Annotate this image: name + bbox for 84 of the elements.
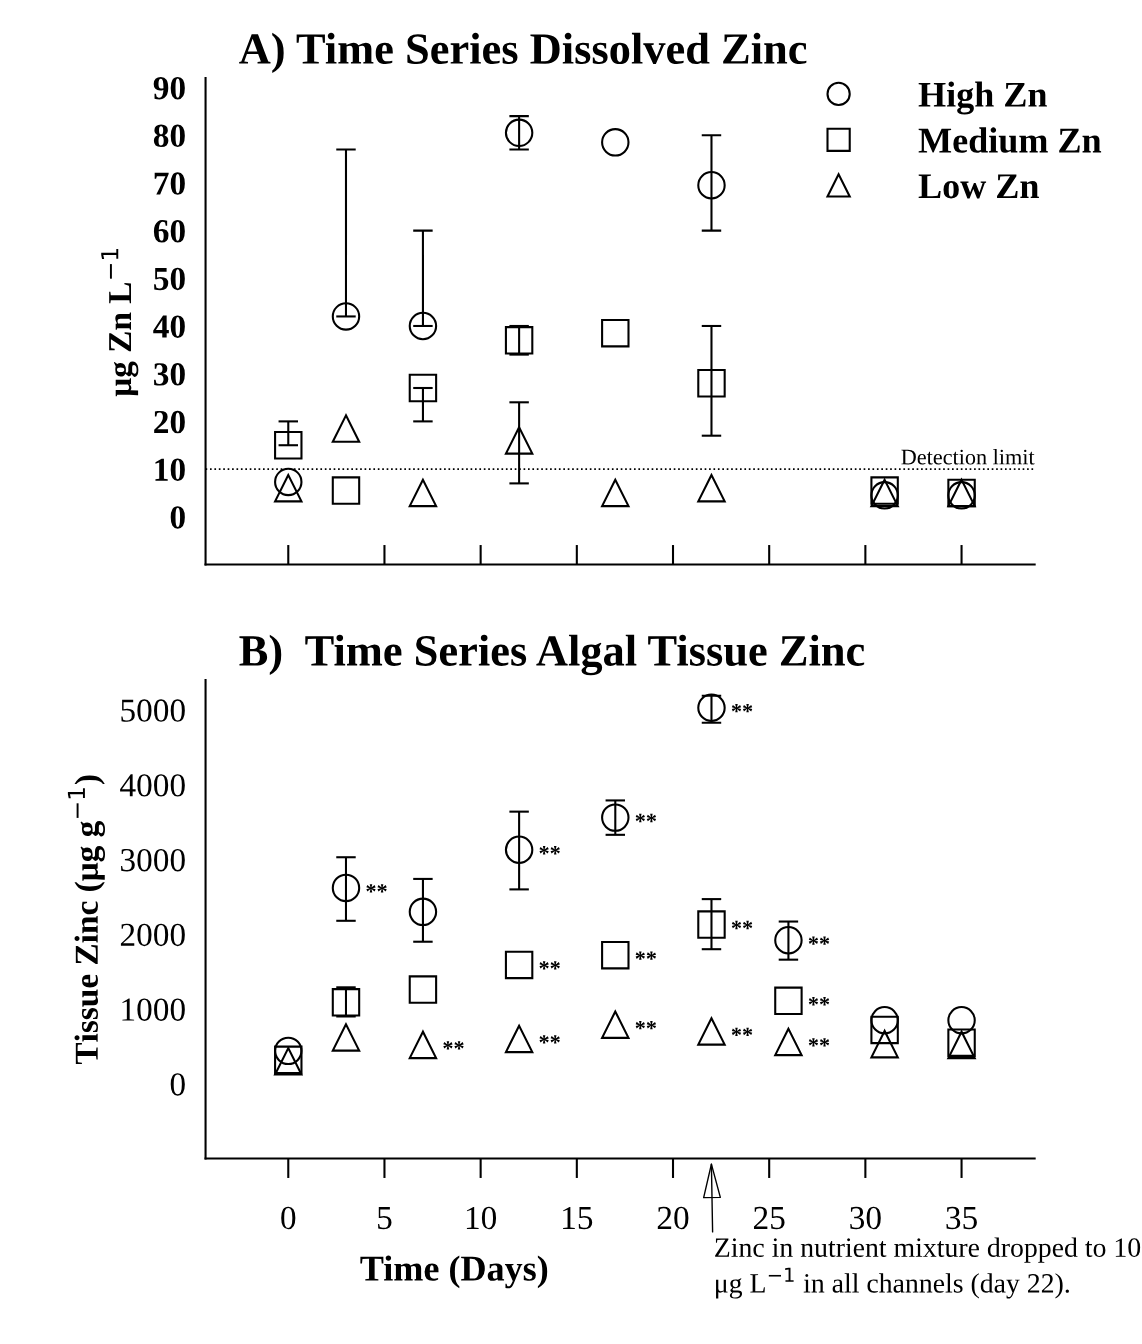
point: [331, 414, 361, 443]
annotation: **: [443, 1041, 464, 1050]
point: [697, 368, 726, 398]
point: [504, 835, 534, 864]
point: [870, 1005, 899, 1035]
y-axis-title: μg Zn L$^{−1}$: [101, 248, 139, 397]
annotation: **: [539, 1035, 560, 1044]
y-axis-title: Tissue Zinc (μg g$^{−1}$): [67, 775, 106, 1065]
annotation: **: [731, 1027, 753, 1037]
y-tick-label: 80: [153, 124, 185, 148]
point: [408, 897, 438, 927]
point: [601, 478, 630, 508]
point: [947, 1005, 976, 1035]
annotation: **: [635, 813, 657, 823]
point: [274, 431, 303, 460]
legend-label: High Zn: [918, 81, 1047, 115]
point: [774, 925, 803, 955]
point: [504, 950, 534, 980]
point: [408, 1030, 438, 1060]
y-tick-label: 30: [154, 363, 185, 386]
point: [697, 1017, 726, 1046]
y-tick-label: 90: [153, 76, 185, 100]
point: [331, 302, 361, 331]
point: [408, 478, 438, 508]
annotation: **: [808, 936, 830, 945]
x-tick-label: 5: [378, 1207, 392, 1230]
y-tick-label: 3000: [121, 848, 185, 872]
point: [601, 128, 630, 157]
point: [870, 1015, 899, 1045]
y-tick-label: 4000: [120, 774, 185, 797]
annotation: **: [808, 1038, 830, 1047]
point: [697, 910, 726, 939]
annotation: **: [635, 951, 657, 960]
annotation: **: [731, 703, 753, 713]
point: [774, 1027, 803, 1057]
x-tick-label: 35: [946, 1206, 977, 1230]
y-tick-label: 20: [154, 410, 185, 434]
point: [504, 1024, 534, 1054]
legend-label: Low Zn: [918, 174, 1039, 199]
point: [274, 467, 303, 497]
point: [408, 373, 438, 403]
text: Zinc in nutrient mixture dropped to 10 μg L$^{−1}$ in all channels (day 22).: [715, 1237, 1141, 1299]
y-tick-label: 2000: [120, 923, 185, 947]
point: [331, 873, 361, 903]
point: [331, 476, 361, 505]
annotation: **: [808, 997, 830, 1006]
x-tick-label: 0: [281, 1206, 296, 1230]
x-tick-label: 20: [657, 1206, 689, 1230]
ref-line-label: Detection limit: [901, 448, 1035, 465]
point: [697, 171, 726, 200]
point: [601, 1010, 630, 1039]
x-tick-label: 15: [563, 1206, 593, 1230]
point: [408, 311, 438, 341]
legend-label: Medium Zn: [918, 127, 1102, 153]
annotation: **: [539, 961, 560, 970]
point: [697, 473, 726, 503]
y-tick-label: 70: [154, 172, 185, 195]
y-tick-label: 40: [153, 315, 185, 338]
x-tick-label: 25: [753, 1206, 785, 1230]
y-tick-label: 50: [154, 267, 185, 291]
y-tick-label: 0: [170, 506, 185, 529]
x-tick-label: 10: [466, 1206, 497, 1230]
annotation: **: [635, 1020, 657, 1030]
point: [601, 940, 630, 970]
point: [274, 473, 303, 503]
point: [408, 975, 438, 1004]
point: [774, 986, 803, 1016]
y-tick-label: 5000: [121, 699, 185, 722]
y-tick-label: 60: [153, 219, 185, 243]
chart-title: B) Time Series Algal Tissue Zinc: [239, 634, 865, 676]
x-axis-title: Time (Days): [360, 1255, 548, 1289]
point: [274, 1036, 303, 1066]
chart-title: A) Time Series Dissolved Zinc: [239, 32, 807, 74]
annotation: **: [366, 884, 387, 893]
y-tick-label: 0: [170, 1073, 185, 1096]
point: [504, 426, 534, 455]
annotation: **: [539, 846, 560, 855]
annotation: **: [731, 920, 753, 930]
point: [601, 318, 630, 348]
x-tick-label: 30: [850, 1206, 881, 1230]
point: [331, 1023, 361, 1052]
y-tick-label: 1000: [122, 998, 185, 1021]
y-tick-label: 10: [155, 458, 185, 481]
point: [870, 1029, 899, 1059]
